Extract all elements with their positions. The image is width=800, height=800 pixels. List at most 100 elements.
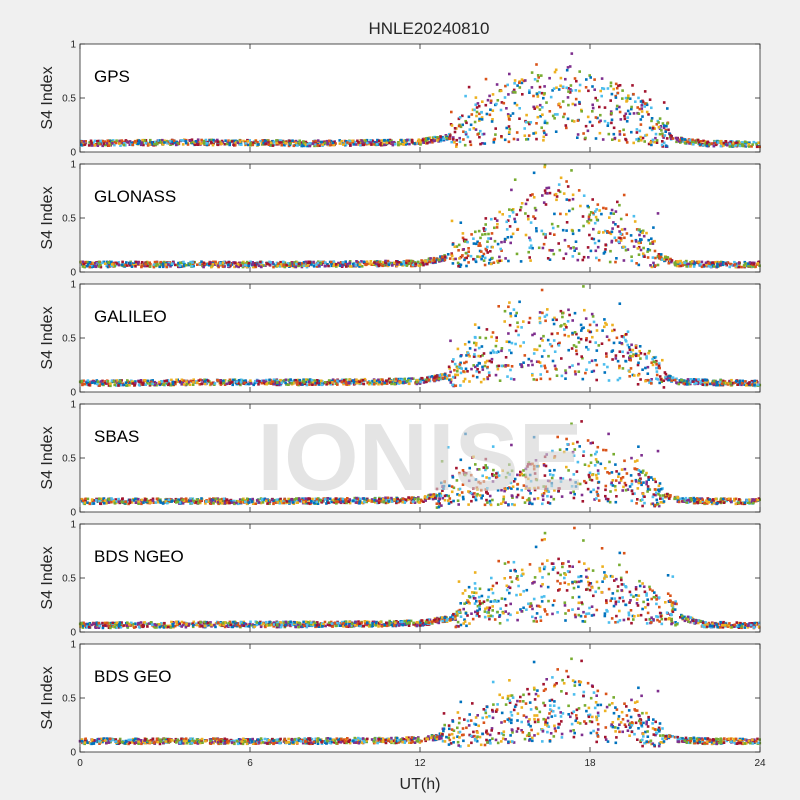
data-point [738,379,742,383]
data-point [467,261,470,264]
data-point [86,501,89,504]
data-point [747,382,750,386]
data-point [400,378,403,382]
data-point [643,102,647,105]
data-point [541,113,544,116]
data-point [660,143,664,147]
data-point [348,379,351,383]
data-point [618,302,622,305]
data-point [331,381,334,384]
data-point [614,357,618,360]
data-point [204,140,208,143]
data-point [571,229,574,233]
data-point [216,143,220,147]
data-point [200,382,203,386]
data-point [740,381,744,385]
data-point [595,476,599,480]
data-point [200,499,203,502]
data-point [541,246,545,250]
data-point [315,263,318,266]
data-point [439,135,442,138]
data-point [436,136,439,139]
data-point [288,143,292,147]
data-point [328,139,331,143]
data-point [412,498,415,502]
data-point [483,142,487,145]
data-point [528,122,531,126]
data-point [572,120,576,123]
data-point [294,139,298,143]
data-point [557,344,561,347]
data-point [126,264,129,267]
data-point [189,139,192,143]
data-point [236,502,240,506]
data-point [171,142,174,145]
data-point [422,262,426,265]
data-point [426,141,429,145]
data-point [611,329,614,333]
data-point [575,247,578,250]
data-point [301,379,305,383]
data-point [562,257,565,260]
data-point [511,112,515,115]
data-point [115,381,119,385]
data-point [714,141,717,145]
data-point [527,134,531,137]
data-point [527,461,531,464]
data-point [696,138,700,142]
data-point [301,383,304,386]
data-point [543,364,546,368]
data-point [662,258,666,261]
data-point [84,260,87,264]
data-point [656,119,660,123]
data-point [196,143,200,146]
data-point [683,261,686,264]
data-point [234,139,237,143]
data-point [305,378,308,381]
data-point [158,265,161,269]
data-point [730,140,734,143]
data-point [730,378,733,382]
data-point [163,139,166,143]
data-point [596,245,600,249]
data-point [548,232,552,235]
data-point [623,133,626,136]
data-point [485,498,488,502]
data-point [528,501,532,505]
data-point [302,140,305,143]
data-point [543,163,547,167]
data-point [553,350,557,353]
data-point [395,381,399,384]
data-point [508,72,511,76]
data-point [113,140,117,144]
data-point [491,474,495,478]
data-point [533,78,537,81]
data-point [498,89,502,93]
data-point [572,496,576,500]
data-point [298,382,302,385]
data-point [202,265,205,269]
data-point [618,84,622,87]
data-point [431,136,435,139]
data-point [693,501,696,505]
data-point [102,142,106,145]
data-point [402,262,406,265]
data-point [507,486,511,489]
data-point [167,261,171,265]
data-point [336,379,339,383]
data-point [494,133,497,136]
data-point [669,137,673,140]
data-point [737,143,740,147]
data-point [228,140,232,143]
data-point [84,140,87,143]
y-tick-label: 1 [70,160,76,171]
data-point [717,261,720,264]
data-point [104,262,107,265]
data-point [393,380,396,384]
data-point [439,255,442,258]
data-point [443,258,447,261]
data-point [148,382,152,386]
data-point [282,143,286,147]
data-point [478,135,481,139]
